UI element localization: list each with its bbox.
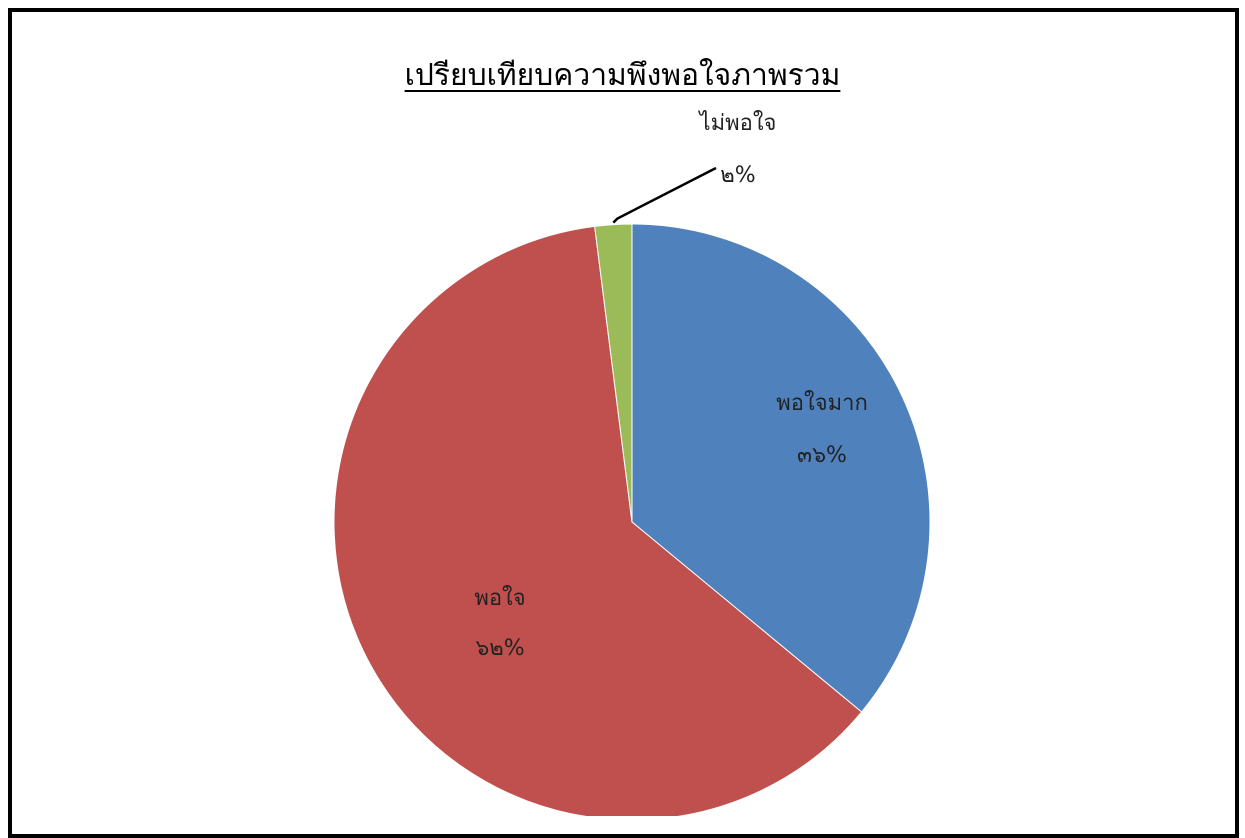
leader-line-3 [612, 166, 717, 224]
slice-label-2: พอใจ [474, 585, 525, 611]
slice-value-label-3: ๒% [720, 163, 755, 188]
leader-lines [612, 166, 717, 224]
pie-slices [333, 223, 931, 816]
pie-slice-2 [333, 225, 863, 816]
slice-label-1: พอใจมาก [776, 390, 868, 416]
slice-label-3: ไม่พอใจ [698, 110, 777, 136]
pie-slice-3 [594, 223, 633, 523]
slice-value-label-1: ๓๖% [797, 443, 847, 468]
chart-title: เปรียบเทียบความพึงพอใจภาพรวม [404, 58, 841, 93]
pie-slice-1 [631, 223, 931, 713]
slice-value-label-2: ๖๒% [475, 636, 524, 661]
